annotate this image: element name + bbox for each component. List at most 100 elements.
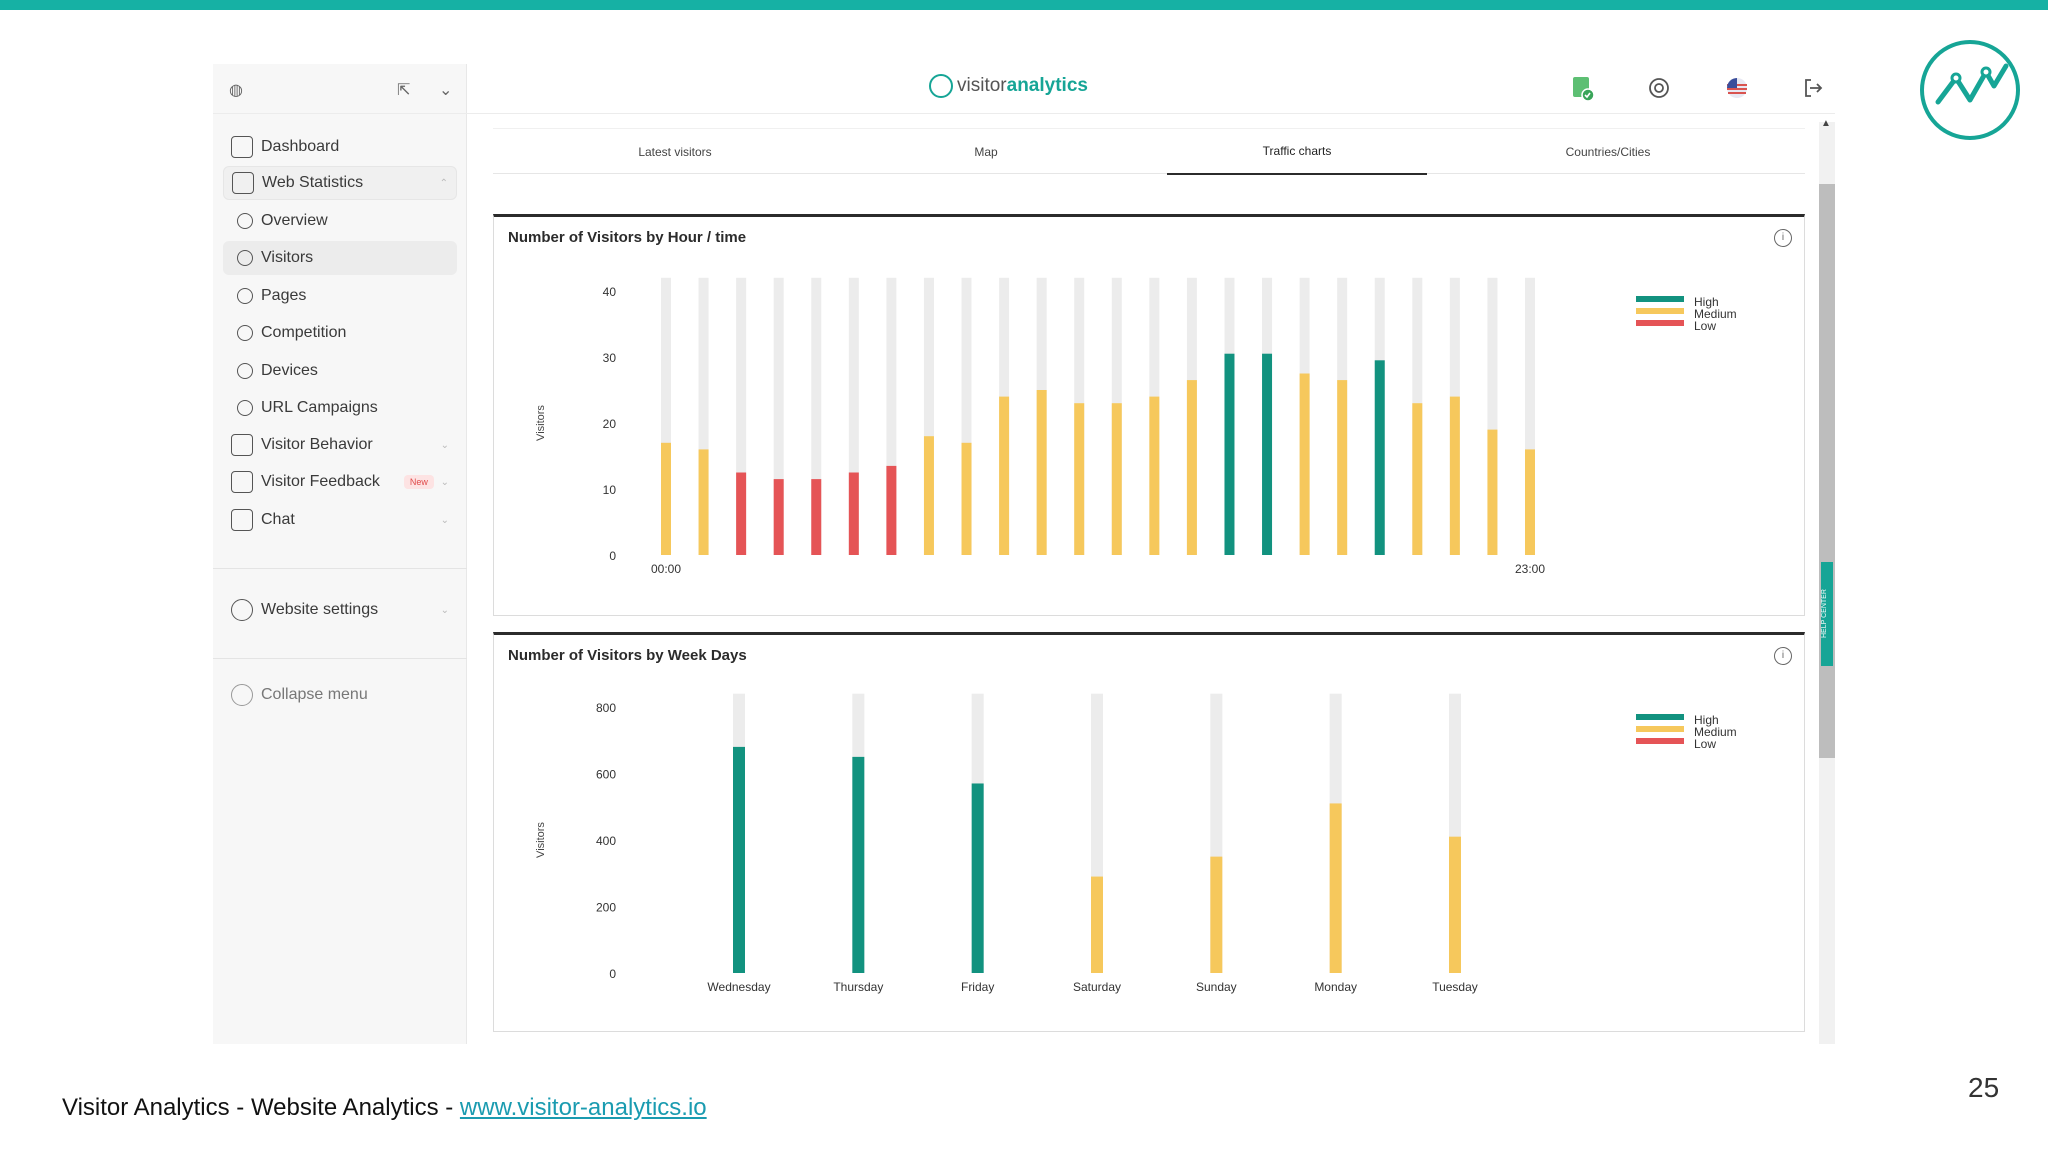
scrollbar-thumb[interactable]	[1819, 184, 1835, 758]
sidebar-item-dashboard[interactable]: Dashboard	[223, 130, 457, 164]
chevron-left-circle-icon	[231, 684, 253, 706]
chart-title: Number of Visitors by Hour / time	[508, 229, 747, 246]
sidebar-item-visitors[interactable]: Visitors	[223, 241, 457, 275]
code-check-icon[interactable]	[1571, 76, 1595, 102]
tab-map[interactable]: Map	[974, 145, 998, 159]
sidebar-item-visitor-feedback[interactable]: Visitor Feedback New ⌄	[223, 465, 457, 499]
help-center-tab[interactable]: HELP CENTER	[1821, 562, 1833, 666]
bar-high	[1262, 353, 1273, 555]
bar-medium	[1111, 403, 1122, 555]
legend-label: Medium	[1694, 725, 1737, 739]
y-tick-label: 600	[596, 768, 616, 782]
x-tick-label: Monday	[1314, 980, 1357, 994]
us-flag-icon[interactable]	[1725, 76, 1749, 100]
app-header: visitor analytics	[467, 64, 1835, 114]
bar-background	[961, 277, 972, 555]
legend-swatch	[1636, 296, 1684, 302]
bar-medium	[1329, 803, 1342, 973]
sidebar-header: ◍ ⇱ ⌄	[213, 64, 467, 114]
sidebar-item-label: Dashboard	[261, 138, 340, 155]
legend-label: Low	[1694, 737, 1716, 751]
x-tick-label: Thursday	[833, 980, 883, 994]
bar-background	[1525, 277, 1535, 555]
bar-medium	[1487, 429, 1498, 555]
legend-label: High	[1694, 713, 1719, 727]
logo-text: visitor	[957, 75, 1007, 96]
bar-background	[811, 277, 822, 555]
sidebar-item-visitor-behavior[interactable]: Visitor Behavior ⌄	[223, 428, 457, 462]
x-tick-label: 23:00	[1515, 562, 1545, 576]
chevron-down-icon: ⌄	[440, 439, 449, 451]
visitor-analytics-logo[interactable]: visitor analytics	[929, 74, 1088, 98]
legend-label: High	[1694, 295, 1719, 309]
bar-low	[848, 472, 859, 555]
bar-medium	[1337, 380, 1348, 555]
sidebar-item-label: Website settings	[261, 601, 379, 618]
traffic-tabs: Latest visitors Map Traffic charts Count…	[493, 128, 1805, 175]
sidebar-item-competition[interactable]: Competition	[223, 316, 457, 350]
bar-low	[811, 479, 822, 555]
collapse-menu-button[interactable]: Collapse menu	[223, 678, 457, 712]
chevron-up-icon: ⌃	[439, 177, 448, 189]
x-tick-label: Saturday	[1073, 980, 1121, 994]
app-screenshot: ◍ ⇱ ⌄ Dashboard Web Statistics ⌃ Overvie…	[213, 64, 1835, 1044]
bar-medium	[1412, 403, 1423, 555]
info-icon[interactable]: i	[1774, 647, 1792, 665]
weekday-visitors-chart: 0 200 400 600 800 Visitors Wednesday Thursday Fr…	[535, 693, 1737, 994]
x-tick-label: Friday	[961, 980, 994, 994]
logo-circle-icon	[929, 74, 953, 98]
y-tick-label: 0	[609, 967, 616, 981]
sidebar-item-web-statistics[interactable]: Web Statistics ⌃	[223, 166, 457, 200]
bar-high	[1224, 353, 1235, 555]
sidebar-item-pages[interactable]: Pages	[223, 279, 457, 313]
y-tick-label: 40	[603, 285, 617, 299]
y-tick-label: 0	[609, 549, 616, 563]
bar-medium	[1299, 373, 1310, 555]
logout-icon[interactable]	[1801, 76, 1825, 100]
bar-background	[736, 277, 747, 555]
x-tick-label: Tuesday	[1432, 980, 1478, 994]
legend-swatch	[1636, 738, 1684, 744]
sidebar-item-label: Web Statistics	[262, 174, 364, 191]
bar-chart-icon	[232, 172, 254, 194]
chevron-down-icon[interactable]: ⌄	[439, 82, 453, 99]
tab-latest-visitors[interactable]: Latest visitors	[638, 145, 712, 159]
chart-title: Number of Visitors by Week Days	[508, 647, 747, 664]
globe-icon[interactable]: ◍	[229, 82, 243, 99]
bar-background	[1487, 277, 1498, 555]
external-link-icon[interactable]: ⇱	[397, 82, 411, 99]
sidebar-item-label: Devices	[261, 362, 318, 379]
bar-medium	[698, 449, 709, 555]
at-sign-icon[interactable]	[1647, 76, 1671, 100]
bar-medium	[1091, 876, 1103, 973]
bar-background	[848, 277, 859, 555]
logo-text-bold: analytics	[1006, 75, 1088, 96]
x-tick-label: 00:00	[651, 562, 681, 576]
sidebar-item-devices[interactable]: Devices	[223, 354, 457, 388]
sidebar-item-label: Visitor Behavior	[261, 436, 373, 453]
scroll-up-arrow-icon[interactable]: ▲	[1821, 118, 1831, 129]
sidebar-item-url-campaigns[interactable]: URL Campaigns	[223, 391, 457, 425]
chevron-down-icon: ⌄	[440, 604, 449, 616]
tab-countries-cities[interactable]: Countries/Cities	[1565, 145, 1651, 159]
bar-medium	[999, 396, 1010, 555]
bar-background	[773, 277, 784, 555]
bar-medium	[1210, 856, 1223, 973]
sidebar-item-overview[interactable]: Overview	[223, 204, 457, 238]
footer-link[interactable]: www.visitor-analytics.io	[459, 1094, 707, 1121]
sidebar-item-label: Chat	[261, 511, 295, 528]
bar-medium	[1036, 390, 1047, 555]
info-icon[interactable]: i	[1774, 229, 1792, 247]
collapse-menu-label: Collapse menu	[261, 686, 368, 703]
bar-high	[852, 756, 865, 973]
bar-high	[1374, 360, 1385, 555]
sidebar-item-chat[interactable]: Chat ⌄	[223, 503, 457, 537]
legend-label: Low	[1694, 319, 1716, 333]
tab-traffic-charts[interactable]: Traffic charts	[1167, 129, 1427, 175]
y-tick-label: 800	[596, 701, 616, 715]
bar-medium	[1449, 836, 1461, 973]
bar-medium	[661, 442, 671, 555]
sidebar-item-website-settings[interactable]: Website settings ⌄	[223, 593, 457, 627]
slide-number: 25	[1968, 1072, 2000, 1103]
